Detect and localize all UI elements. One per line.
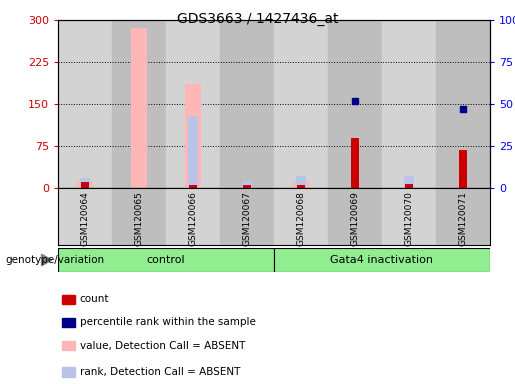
Bar [166, 188, 220, 245]
Bar [58, 188, 112, 245]
Bar [243, 185, 251, 188]
Bar [112, 20, 166, 188]
Text: genotype/variation: genotype/variation [5, 255, 104, 265]
Bar [77, 181, 93, 188]
Bar [58, 248, 274, 272]
Bar [220, 188, 274, 245]
Bar [296, 176, 306, 188]
Bar [328, 188, 382, 245]
Bar [459, 150, 467, 188]
Bar [62, 341, 75, 350]
Text: Gata4 inactivation: Gata4 inactivation [331, 255, 434, 265]
Bar [131, 28, 147, 188]
Bar [404, 176, 414, 188]
Text: GSM120068: GSM120068 [297, 191, 305, 246]
Text: GSM120071: GSM120071 [458, 191, 468, 246]
Bar [405, 184, 413, 188]
Bar [80, 178, 90, 188]
Bar [436, 20, 490, 188]
Text: GSM120066: GSM120066 [188, 191, 197, 246]
Bar [242, 181, 252, 188]
Text: control: control [147, 255, 185, 265]
Text: GSM120065: GSM120065 [134, 191, 144, 246]
Text: value, Detection Call = ABSENT: value, Detection Call = ABSENT [80, 341, 245, 351]
Bar [297, 185, 305, 188]
Bar [274, 248, 490, 272]
Bar [58, 20, 112, 188]
Text: count: count [80, 294, 109, 304]
Text: GSM120069: GSM120069 [351, 191, 359, 246]
Bar [274, 188, 328, 245]
Bar [436, 188, 490, 245]
Bar [62, 367, 75, 377]
Bar [112, 188, 166, 245]
Bar [189, 185, 197, 188]
Bar [81, 182, 89, 188]
Text: rank, Detection Call = ABSENT: rank, Detection Call = ABSENT [80, 367, 240, 377]
Text: GSM120067: GSM120067 [243, 191, 251, 246]
Bar [62, 318, 75, 327]
Bar [294, 182, 308, 188]
Bar [166, 20, 220, 188]
Bar [62, 295, 75, 304]
Bar [188, 116, 198, 188]
Bar [274, 20, 328, 188]
Bar [351, 137, 359, 188]
Text: GDS3663 / 1427436_at: GDS3663 / 1427436_at [177, 12, 338, 25]
Text: GSM120064: GSM120064 [80, 191, 90, 246]
Bar [328, 20, 382, 188]
Text: percentile rank within the sample: percentile rank within the sample [80, 318, 255, 328]
Text: GSM120070: GSM120070 [404, 191, 414, 246]
Bar [382, 188, 436, 245]
Bar [382, 20, 436, 188]
Bar [220, 20, 274, 188]
Bar [185, 84, 200, 188]
